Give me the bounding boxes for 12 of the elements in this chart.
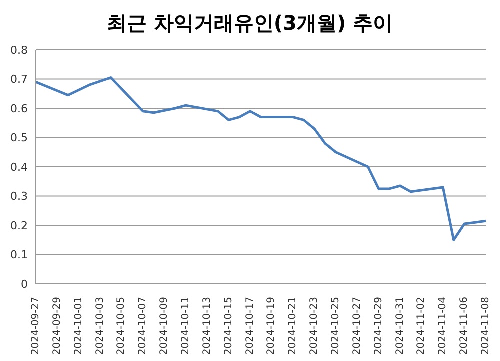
y-tick-label: 0.8 [10, 44, 28, 57]
y-tick-label: 0.7 [10, 73, 28, 86]
y-tick-label: 0.3 [10, 190, 28, 204]
y-tick-label: 0.2 [10, 219, 28, 232]
y-tick-label: 0.1 [10, 248, 28, 262]
chart-title: 최근 차익거래유인(3개월) 추이 [106, 11, 394, 35]
y-tick-label: 0.4 [10, 160, 28, 174]
x-tick-label: 2024-11-06 [459, 297, 470, 356]
y-tick-label: 0.5 [10, 132, 28, 145]
y-tick-label: 0.6 [10, 102, 28, 116]
line-series [36, 76, 486, 242]
y-tick-label: 0 [21, 278, 28, 291]
